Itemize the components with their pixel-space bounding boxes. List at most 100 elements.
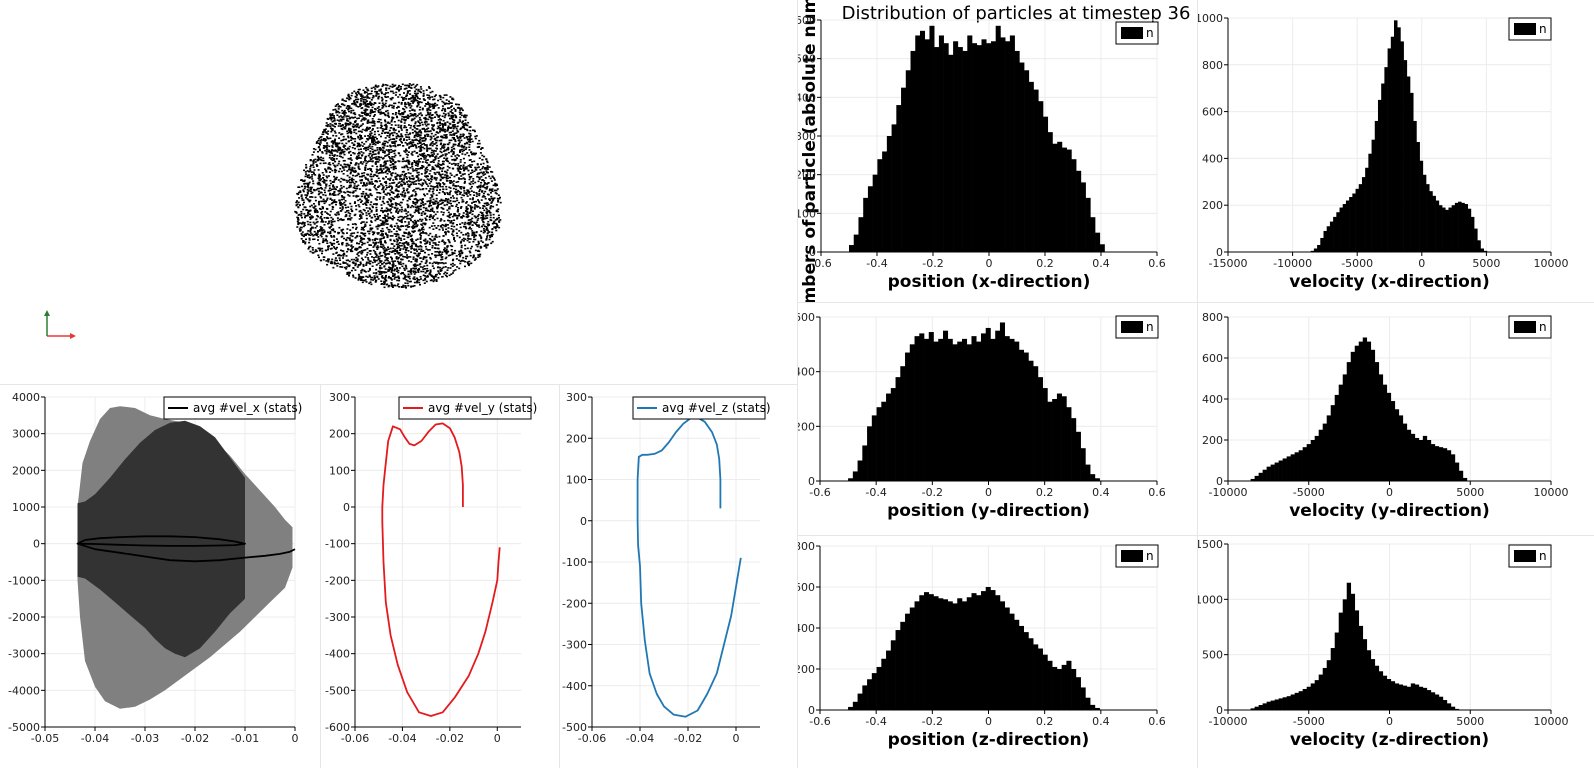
scatter-3d-panel[interactable] [0,0,797,384]
particle-point [404,285,407,287]
particle-point [348,237,351,240]
particle-point [378,102,381,104]
particle-point [475,216,477,218]
particle-point [327,247,330,249]
particle-point [397,193,400,195]
particle-point [438,250,441,253]
particle-point [468,238,470,240]
particle-point [394,207,397,209]
particle-point [315,225,318,227]
particle-point [407,270,410,273]
particle-point [448,206,451,208]
particle-point [406,224,409,227]
particle-point [457,185,460,187]
particle-point [419,137,422,139]
particle-point [366,276,369,278]
particle-point [337,110,340,113]
particle-point [359,162,362,164]
particle-point [358,246,361,249]
particle-point [327,130,330,133]
particle-point [432,143,435,145]
particle-point [397,236,400,238]
particle-point [303,169,306,172]
particle-point [346,119,348,122]
particle-point [429,116,432,119]
particle-point [371,145,374,148]
particle-point [458,214,460,217]
particle-point [345,259,348,262]
particle-point [360,269,363,272]
particle-point [485,238,488,240]
particle-point [424,277,427,280]
particle-point [437,266,440,268]
particle-point [456,217,459,220]
particle-point [484,167,486,169]
particle-point [300,214,303,217]
particle-point [433,225,436,227]
particle-point [379,108,382,111]
particle-point [384,209,387,212]
particle-point [455,181,458,183]
particle-point [444,124,447,126]
particle-point [392,198,395,201]
particle-point [431,96,434,98]
particle-point [402,225,404,227]
particle-point [424,169,427,171]
particle-point [429,106,432,108]
particle-point [362,117,365,119]
particle-point [431,90,434,93]
particle-point [308,200,311,203]
particle-point [348,145,351,148]
particle-point [331,124,334,126]
particle-point [354,124,357,127]
particle-point [364,101,367,104]
particle-point [324,194,327,197]
particle-point [463,126,466,129]
particle-point [484,215,487,217]
particle-point [342,151,345,154]
particle-point [431,185,434,188]
particle-point [454,143,457,146]
particle-point [378,90,381,92]
particle-point [377,152,380,155]
particle-point [317,175,320,177]
particle-point [369,110,372,113]
particle-point [450,102,453,104]
particle-point [442,144,445,147]
particle-point [371,183,374,185]
particle-point [427,133,430,136]
particle-point [303,221,306,224]
particle-point [445,99,448,101]
particle-point [399,248,402,250]
particle-point [363,242,366,245]
particle-point [304,182,307,185]
particle-point [427,249,430,251]
particle-point [300,212,303,215]
particle-point [488,166,491,168]
particle-point [299,204,301,207]
particle-point [442,147,445,149]
particle-point [358,275,361,278]
particle-point [325,151,328,153]
particle-point [347,147,349,150]
particle-point [464,128,467,130]
particle-point [435,113,438,116]
particle-point [323,217,326,219]
particle-point [355,194,358,197]
particle-point [392,182,395,184]
particle-point [345,255,348,257]
particle-point [331,224,334,226]
particle-point [399,174,402,177]
particle-point [396,245,399,248]
particle-point [309,221,312,224]
particle-point [379,198,381,200]
particle-point [457,170,460,172]
particle-point [363,226,366,228]
particle-point [448,241,451,244]
particle-point [422,279,425,282]
particle-point [347,168,350,171]
particle-point [341,195,344,198]
particle-point [377,140,380,143]
scatter-3d-view[interactable] [0,0,797,384]
particle-point [367,262,370,264]
